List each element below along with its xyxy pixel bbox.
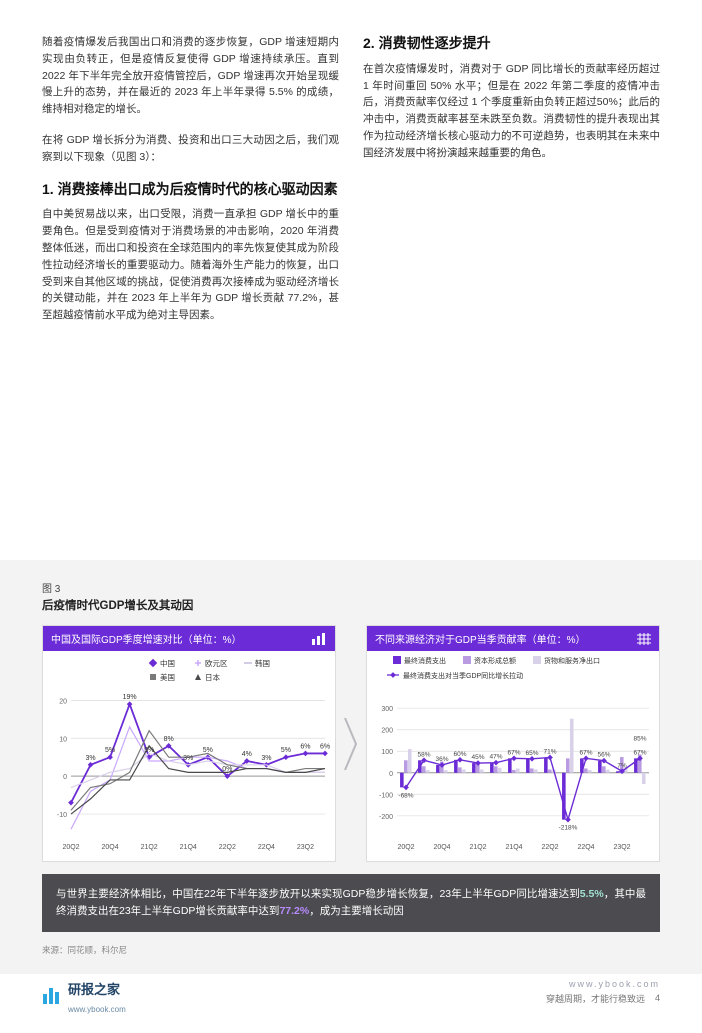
svg-text:60%: 60% [453, 751, 466, 758]
right-column: 2. 消费韧性逐步提升 在首次疫情爆发时，消费对于 GDP 同比增长的贡献率经历… [363, 34, 660, 338]
section-1-heading: 1. 消费接棒出口成为后疫情时代的核心驱动因素 [42, 180, 339, 199]
figure-callout: 与世界主要经济体相比，中国在22年下半年逐步放开以来实现GDP稳步增长恢复，23… [42, 874, 660, 932]
bars-icon [311, 633, 327, 645]
section-2-p: 在首次疫情爆发时，消费对于 GDP 同比增长的贡献率经历超过 1 年时间重回 5… [363, 61, 660, 162]
svg-text:最终消费支出对当季GDP同比增长拉动: 最终消费支出对当季GDP同比增长拉动 [403, 671, 523, 680]
logo-subtext: www.ybook.com [68, 1005, 126, 1014]
svg-text:资本形成总额: 资本形成总额 [474, 656, 516, 665]
svg-text:韩国: 韩国 [255, 658, 270, 668]
svg-text:-218%: -218% [559, 825, 578, 832]
svg-text:-100: -100 [379, 792, 393, 799]
svg-text:58%: 58% [417, 751, 430, 758]
svg-text:20Q4: 20Q4 [433, 844, 450, 851]
svg-text:20Q2: 20Q2 [397, 844, 414, 851]
svg-text:0: 0 [63, 774, 67, 781]
svg-text:45%: 45% [471, 754, 484, 761]
svg-text:10: 10 [59, 736, 67, 743]
svg-text:0: 0 [389, 771, 393, 778]
figure-3: 图 3 后疫情时代GDP增长及其动因 中国及国际GDP季度增速对比（单位：%） … [0, 560, 702, 974]
page-footer: 研报之家 www.ybook.com 穿越周期，才能行稳致远 4 [0, 979, 702, 1017]
svg-text:21Q2: 21Q2 [469, 844, 486, 851]
figure-label: 图 3 [42, 580, 660, 595]
svg-text:22Q2: 22Q2 [541, 844, 558, 851]
svg-text:19%: 19% [123, 694, 137, 701]
chevron-icon [344, 714, 358, 774]
intro-p2: 在将 GDP 增长拆分为消费、投资和出口三大动因之后，我们观察到以下现象（见图 … [42, 132, 339, 166]
chevron-divider [342, 625, 360, 862]
svg-text:美国: 美国 [160, 672, 175, 682]
section-2-heading: 2. 消费韧性逐步提升 [363, 34, 660, 53]
svg-text:6%: 6% [300, 743, 310, 750]
svg-text:4%: 4% [242, 751, 252, 758]
svg-text:20Q2: 20Q2 [62, 844, 79, 851]
svg-text:3%: 3% [183, 755, 193, 762]
svg-text:200: 200 [381, 728, 393, 735]
svg-text:22Q2: 22Q2 [219, 844, 236, 851]
svg-text:23Q2: 23Q2 [613, 844, 630, 851]
svg-text:-200: -200 [379, 814, 393, 821]
logo-text: 研报之家 [68, 982, 120, 997]
svg-text:欧元区: 欧元区 [205, 658, 228, 668]
chart-1-header: 中国及国际GDP季度增速对比（单位：%） [43, 626, 335, 651]
left-column: 随着疫情爆发后我国出口和消费的逐步恢复，GDP 增速短期内实现由负转正，但是疫情… [42, 34, 339, 338]
svg-text:67%: 67% [579, 749, 592, 756]
svg-text:5%: 5% [105, 747, 115, 754]
svg-text:-68%: -68% [398, 792, 413, 799]
chart-1-box: 中国及国际GDP季度增速对比（单位：%） -10 0 10 20 20Q2 20Q4 21Q… [42, 625, 336, 862]
svg-text:最终消费支出: 最终消费支出 [404, 656, 446, 665]
svg-text:56%: 56% [597, 752, 610, 759]
svg-text:0%: 0% [222, 766, 232, 773]
svg-text:中国: 中国 [160, 658, 175, 668]
body-columns: 随着疫情爆发后我国出口和消费的逐步恢复，GDP 增速短期内实现由负转正，但是疫情… [0, 0, 702, 338]
figure-source: 来源：同花顺，科尔尼 [42, 944, 660, 956]
svg-text:21Q4: 21Q4 [505, 844, 522, 851]
chart-1-body: -10 0 10 20 20Q2 20Q4 21Q2 21Q4 22Q2 22Q4 23Q2 3% 5%… [43, 651, 335, 861]
svg-text:3%: 3% [261, 755, 271, 762]
svg-text:5%: 5% [281, 747, 291, 754]
svg-text:22Q4: 22Q4 [258, 844, 275, 851]
section-1-p: 自中美贸易战以来，出口受限，消费一直承担 GDP 增长中的重要角色。但是受到疫情… [42, 206, 339, 324]
chart-1-title: 中国及国际GDP季度增速对比（单位：%） [51, 631, 242, 646]
chart-2-title: 不同来源经济对于GDP当季贡献率（单位：%） [375, 631, 586, 646]
svg-text:20Q4: 20Q4 [102, 844, 119, 851]
footer-logo: 研报之家 www.ybook.com [42, 979, 126, 1017]
footer-right: 穿越周期，才能行稳致远 4 [546, 992, 660, 1005]
svg-text:23Q2: 23Q2 [297, 844, 314, 851]
svg-text:67%: 67% [507, 749, 520, 756]
svg-text:21Q2: 21Q2 [141, 844, 158, 851]
svg-text:21Q4: 21Q4 [180, 844, 197, 851]
figure-title: 后疫情时代GDP增长及其动因 [42, 597, 660, 613]
svg-text:-10: -10 [57, 812, 67, 819]
svg-text:22Q4: 22Q4 [577, 844, 594, 851]
svg-text:6%: 6% [320, 743, 330, 750]
svg-text:71%: 71% [543, 748, 556, 755]
chart-2-box: 不同来源经济对于GDP当季贡献率（单位：%） -200 -100 0 100 200 30… [366, 625, 660, 862]
svg-text:货物和服务净出口: 货物和服务净出口 [544, 656, 600, 665]
svg-text:20: 20 [59, 698, 67, 705]
grid-icon [637, 633, 651, 645]
logo-bars-icon [42, 988, 60, 1009]
svg-text:日本: 日本 [205, 672, 220, 682]
intro-p1: 随着疫情爆发后我国出口和消费的逐步恢复，GDP 增速短期内实现由负转正，但是疫情… [42, 34, 339, 118]
charts-row: 中国及国际GDP季度增速对比（单位：%） -100102020Q220Q421Q… [42, 625, 660, 862]
page-number: 4 [655, 993, 660, 1003]
svg-text:47%: 47% [489, 754, 502, 761]
chart-2-body: -200 -100 0 100 200 300 -68% 58% 36% 60% 45% 47% 67%… [367, 651, 659, 861]
svg-text:85%: 85% [633, 735, 646, 742]
svg-text:67%: 67% [633, 749, 646, 756]
chart-2-header: 不同来源经济对于GDP当季贡献率（单位：%） [367, 626, 659, 651]
svg-text:3%: 3% [85, 755, 95, 762]
svg-text:8%: 8% [164, 736, 174, 743]
svg-text:5%: 5% [144, 747, 154, 754]
svg-text:100: 100 [381, 749, 393, 756]
svg-text:5%: 5% [203, 747, 213, 754]
footer-caption: 穿越周期，才能行稳致远 [546, 992, 645, 1005]
svg-text:300: 300 [381, 706, 393, 713]
svg-text:36%: 36% [435, 756, 448, 763]
svg-text:65%: 65% [525, 750, 538, 757]
